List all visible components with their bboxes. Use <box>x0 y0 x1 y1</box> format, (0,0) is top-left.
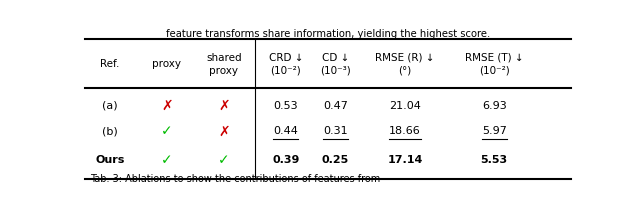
Text: 5.53: 5.53 <box>481 155 508 165</box>
Text: ✗: ✗ <box>161 99 173 113</box>
Text: 0.39: 0.39 <box>272 155 300 165</box>
Text: ✓: ✓ <box>218 153 230 167</box>
Text: (b): (b) <box>102 126 118 136</box>
Text: (a): (a) <box>102 101 118 111</box>
Text: ✓: ✓ <box>161 124 173 139</box>
Text: CRD ↓
(10⁻²): CRD ↓ (10⁻²) <box>269 53 303 76</box>
Text: CD ↓
(10⁻³): CD ↓ (10⁻³) <box>320 53 351 76</box>
Text: Ours: Ours <box>95 155 124 165</box>
Text: feature transforms share information, yielding the highest score.: feature transforms share information, yi… <box>166 29 490 39</box>
Text: proxy: proxy <box>152 59 181 69</box>
Text: 21.04: 21.04 <box>389 101 421 111</box>
Text: ✗: ✗ <box>218 124 230 139</box>
Text: 18.66: 18.66 <box>389 126 420 136</box>
Text: RMSE (T) ↓
(10⁻²): RMSE (T) ↓ (10⁻²) <box>465 53 524 76</box>
Text: ✓: ✓ <box>161 153 173 167</box>
Text: Tab. 3: Ablations to show the contributions of features from: Tab. 3: Ablations to show the contributi… <box>90 173 380 183</box>
Text: 17.14: 17.14 <box>387 155 422 165</box>
Text: 0.53: 0.53 <box>273 101 298 111</box>
Text: 6.93: 6.93 <box>482 101 506 111</box>
Text: Ref.: Ref. <box>100 59 120 69</box>
Text: 0.44: 0.44 <box>273 126 298 136</box>
Text: 5.97: 5.97 <box>482 126 507 136</box>
Text: shared
proxy: shared proxy <box>206 53 242 76</box>
Text: 0.47: 0.47 <box>323 101 348 111</box>
Text: 0.31: 0.31 <box>323 126 348 136</box>
Text: ✗: ✗ <box>218 99 230 113</box>
Text: RMSE (R) ↓
(°): RMSE (R) ↓ (°) <box>375 53 435 76</box>
Text: 0.25: 0.25 <box>322 155 349 165</box>
